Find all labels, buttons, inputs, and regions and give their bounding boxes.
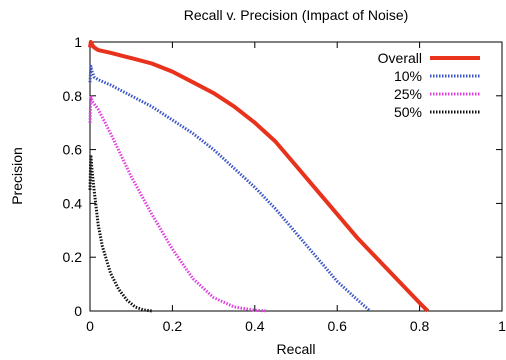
legend-label: Overall	[378, 50, 422, 66]
series-line-10pct	[88, 64, 372, 313]
legend-label: 10%	[394, 68, 422, 84]
x-axis-label: Recall	[277, 341, 316, 357]
legend-label: 50%	[394, 104, 422, 120]
x-tick-label: 0.6	[327, 318, 347, 334]
plot-frame	[89, 41, 503, 312]
series-line-25pct	[88, 94, 268, 313]
series-line-overall	[88, 40, 430, 313]
y-tick-label: 0	[74, 303, 82, 319]
legend: Overall 10% 25% 50%	[378, 50, 480, 120]
chart-title: Recall v. Precision (Impact of Noise)	[184, 7, 409, 23]
axis-ticks: 0 0.2 0.4 0.6 0.8 1 0 0.2 0.4 0.6 0.8 1	[63, 34, 506, 334]
y-tick-label: 0.6	[63, 142, 83, 158]
y-tick-label: 0.4	[63, 195, 83, 211]
series-layer	[88, 40, 430, 313]
y-axis-label: Precision	[9, 147, 25, 205]
legend-label: 25%	[394, 86, 422, 102]
x-tick-label: 1	[498, 318, 506, 334]
y-tick-label: 0.2	[63, 249, 83, 265]
x-tick-label: 0.4	[245, 318, 265, 334]
x-tick-label: 0.8	[410, 318, 430, 334]
y-tick-label: 0.8	[63, 88, 83, 104]
y-tick-label: 1	[74, 34, 82, 50]
series-line-50pct	[88, 153, 152, 313]
x-tick-label: 0	[86, 318, 94, 334]
x-tick-label: 0.2	[163, 318, 183, 334]
